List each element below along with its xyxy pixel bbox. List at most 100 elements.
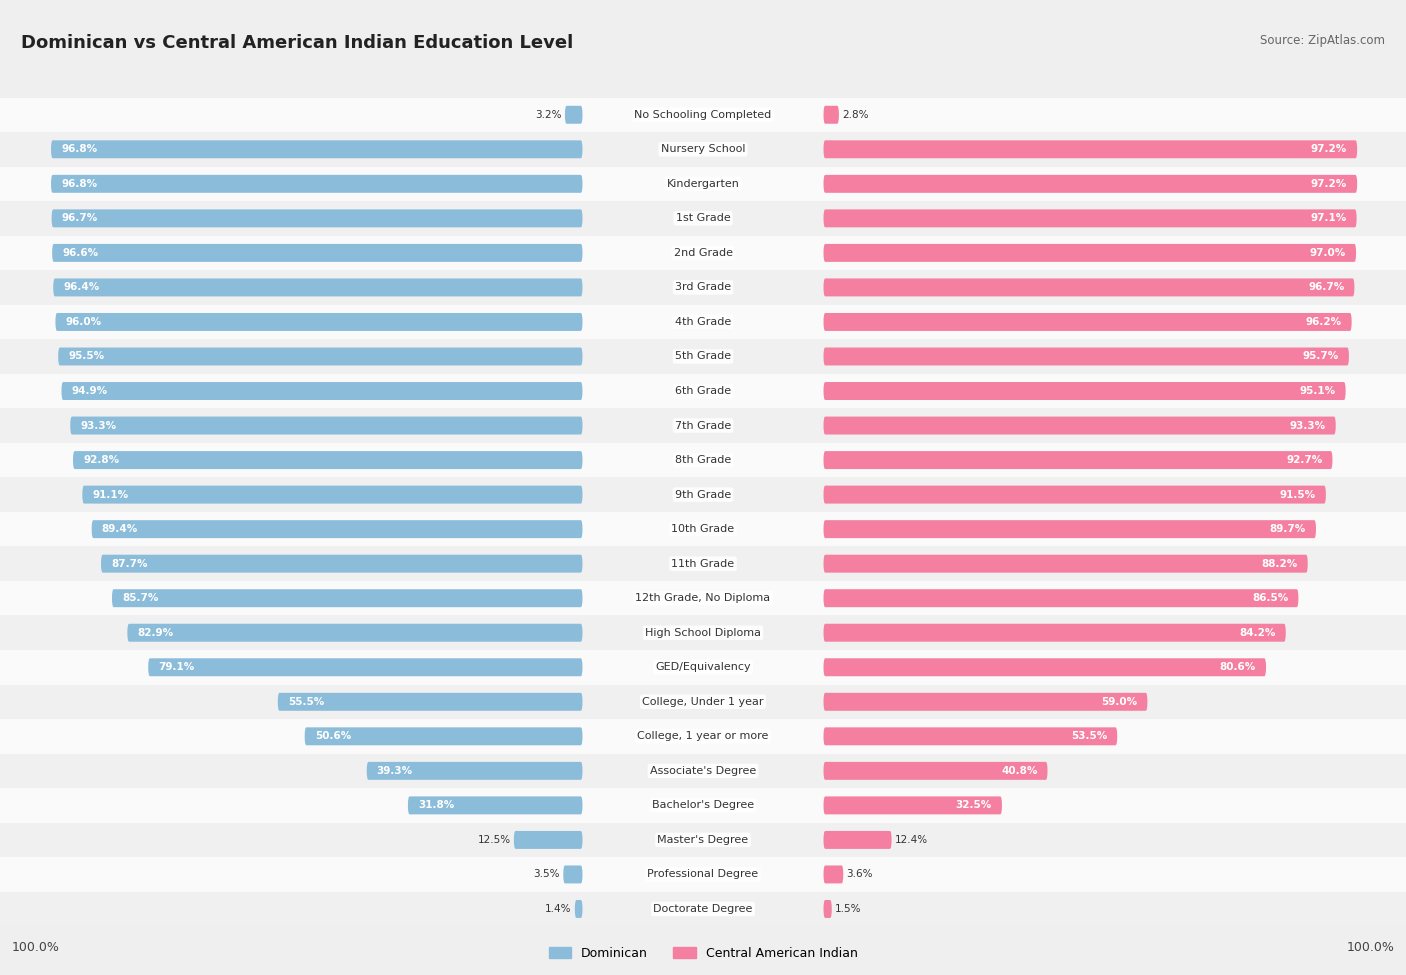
FancyBboxPatch shape xyxy=(53,279,582,296)
FancyBboxPatch shape xyxy=(824,555,1308,572)
Text: 8th Grade: 8th Grade xyxy=(675,455,731,465)
FancyBboxPatch shape xyxy=(55,313,582,331)
FancyBboxPatch shape xyxy=(51,140,582,158)
Text: 97.2%: 97.2% xyxy=(1310,178,1347,189)
FancyBboxPatch shape xyxy=(824,244,1355,262)
FancyBboxPatch shape xyxy=(824,693,1147,711)
Text: 1st Grade: 1st Grade xyxy=(676,214,730,223)
FancyBboxPatch shape xyxy=(73,451,582,469)
Text: 96.2%: 96.2% xyxy=(1306,317,1341,327)
Text: 3.6%: 3.6% xyxy=(846,870,873,879)
FancyBboxPatch shape xyxy=(824,624,1285,642)
Bar xyxy=(0,409,1406,443)
Text: 96.0%: 96.0% xyxy=(66,317,101,327)
Bar xyxy=(0,857,1406,892)
Text: 4th Grade: 4th Grade xyxy=(675,317,731,327)
Text: 96.8%: 96.8% xyxy=(60,178,97,189)
Text: 1.4%: 1.4% xyxy=(546,904,571,914)
FancyBboxPatch shape xyxy=(70,416,582,435)
Text: 96.4%: 96.4% xyxy=(63,283,100,292)
Bar xyxy=(0,650,1406,684)
FancyBboxPatch shape xyxy=(824,279,1354,296)
FancyBboxPatch shape xyxy=(51,175,582,193)
Text: 11th Grade: 11th Grade xyxy=(672,559,734,568)
Text: 5th Grade: 5th Grade xyxy=(675,351,731,362)
Text: 2nd Grade: 2nd Grade xyxy=(673,248,733,258)
Text: 91.5%: 91.5% xyxy=(1279,489,1316,499)
FancyBboxPatch shape xyxy=(575,900,582,918)
FancyBboxPatch shape xyxy=(148,658,582,677)
Text: 53.5%: 53.5% xyxy=(1071,731,1107,741)
Text: 97.1%: 97.1% xyxy=(1310,214,1347,223)
FancyBboxPatch shape xyxy=(824,761,1047,780)
FancyBboxPatch shape xyxy=(91,521,582,538)
FancyBboxPatch shape xyxy=(824,416,1336,435)
Text: 80.6%: 80.6% xyxy=(1220,662,1256,673)
Bar xyxy=(0,98,1406,132)
Text: 7th Grade: 7th Grade xyxy=(675,420,731,431)
Text: 96.7%: 96.7% xyxy=(1308,283,1344,292)
Bar xyxy=(0,270,1406,304)
Bar xyxy=(0,201,1406,236)
FancyBboxPatch shape xyxy=(824,521,1316,538)
FancyBboxPatch shape xyxy=(408,797,582,814)
Text: 100.0%: 100.0% xyxy=(1347,941,1395,955)
FancyBboxPatch shape xyxy=(824,797,1002,814)
FancyBboxPatch shape xyxy=(824,831,891,849)
FancyBboxPatch shape xyxy=(128,624,582,642)
Text: 2.8%: 2.8% xyxy=(842,110,869,120)
FancyBboxPatch shape xyxy=(824,658,1265,677)
FancyBboxPatch shape xyxy=(305,727,582,745)
FancyBboxPatch shape xyxy=(824,866,844,883)
FancyBboxPatch shape xyxy=(824,451,1333,469)
Text: 95.5%: 95.5% xyxy=(69,351,104,362)
FancyBboxPatch shape xyxy=(824,486,1326,503)
Bar xyxy=(0,132,1406,167)
Text: GED/Equivalency: GED/Equivalency xyxy=(655,662,751,673)
Bar xyxy=(0,615,1406,650)
FancyBboxPatch shape xyxy=(824,589,1298,607)
FancyBboxPatch shape xyxy=(52,244,582,262)
Text: 84.2%: 84.2% xyxy=(1239,628,1275,638)
FancyBboxPatch shape xyxy=(824,175,1357,193)
FancyBboxPatch shape xyxy=(824,140,1357,158)
Bar xyxy=(0,581,1406,615)
Text: Bachelor's Degree: Bachelor's Degree xyxy=(652,800,754,810)
Bar xyxy=(0,788,1406,823)
Text: College, 1 year or more: College, 1 year or more xyxy=(637,731,769,741)
FancyBboxPatch shape xyxy=(824,382,1346,400)
Text: 12.4%: 12.4% xyxy=(896,835,928,845)
Text: 91.1%: 91.1% xyxy=(93,489,128,499)
Text: 3rd Grade: 3rd Grade xyxy=(675,283,731,292)
Text: 3.5%: 3.5% xyxy=(533,870,560,879)
Text: 96.7%: 96.7% xyxy=(62,214,98,223)
Bar xyxy=(0,478,1406,512)
Text: 96.6%: 96.6% xyxy=(62,248,98,258)
Bar xyxy=(0,236,1406,270)
Text: 31.8%: 31.8% xyxy=(418,800,454,810)
Text: Nursery School: Nursery School xyxy=(661,144,745,154)
Bar xyxy=(0,167,1406,201)
FancyBboxPatch shape xyxy=(83,486,582,503)
Text: 88.2%: 88.2% xyxy=(1261,559,1298,568)
Text: 92.8%: 92.8% xyxy=(83,455,120,465)
FancyBboxPatch shape xyxy=(513,831,582,849)
Text: 97.0%: 97.0% xyxy=(1310,248,1346,258)
Text: 95.1%: 95.1% xyxy=(1299,386,1336,396)
Text: 94.9%: 94.9% xyxy=(72,386,108,396)
Text: 50.6%: 50.6% xyxy=(315,731,352,741)
FancyBboxPatch shape xyxy=(112,589,582,607)
FancyBboxPatch shape xyxy=(824,900,832,918)
FancyBboxPatch shape xyxy=(824,210,1357,227)
Text: Professional Degree: Professional Degree xyxy=(647,870,759,879)
Text: Associate's Degree: Associate's Degree xyxy=(650,765,756,776)
Text: 39.3%: 39.3% xyxy=(377,765,413,776)
Text: 86.5%: 86.5% xyxy=(1253,593,1288,604)
Text: 87.7%: 87.7% xyxy=(111,559,148,568)
FancyBboxPatch shape xyxy=(565,106,582,124)
Legend: Dominican, Central American Indian: Dominican, Central American Indian xyxy=(546,944,860,964)
Bar xyxy=(0,373,1406,409)
Text: High School Diploma: High School Diploma xyxy=(645,628,761,638)
Text: 9th Grade: 9th Grade xyxy=(675,489,731,499)
Text: Kindergarten: Kindergarten xyxy=(666,178,740,189)
